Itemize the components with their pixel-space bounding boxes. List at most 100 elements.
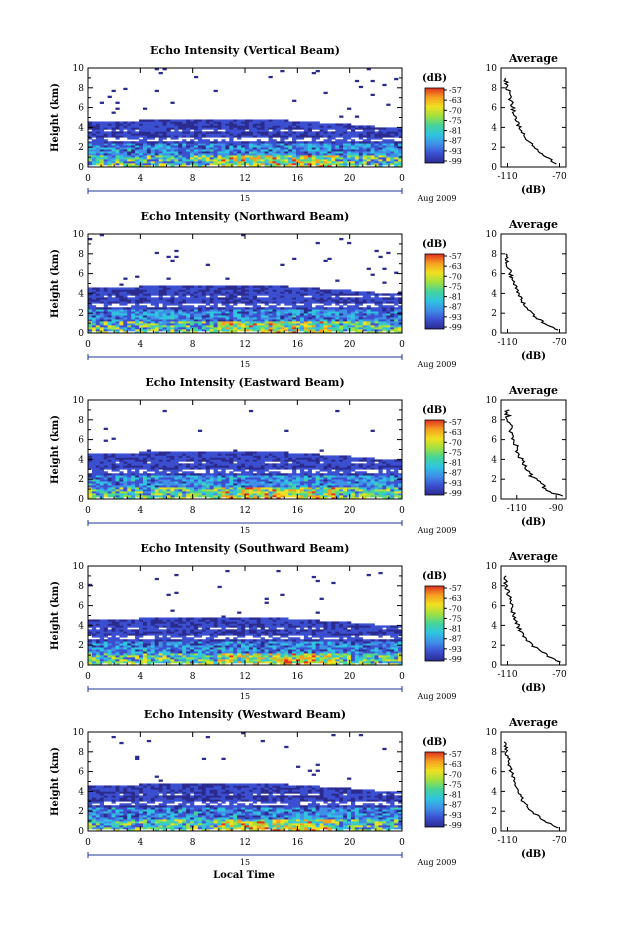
heatmap-cell [174,129,178,131]
date-label: Aug 2009 [417,360,457,369]
heatmap-cell [108,481,112,483]
heatmap-cell [182,471,186,473]
heatmap-cell [304,131,308,133]
heatmap-cell [312,311,316,313]
heatmap-cell [190,163,194,165]
heatmap-cell [139,321,143,323]
heatmap-cell [288,477,292,479]
heatmap-cell [288,455,292,457]
heatmap-cell [371,127,375,129]
heatmap-cell [257,151,261,153]
heatmap-cell [253,133,257,135]
heatmap-cell [324,147,328,149]
heatmap-cell [221,321,225,323]
heatmap-cell [339,317,343,319]
heatmap-cell [375,133,379,135]
heatmap-cell [265,125,269,127]
heatmap-cell [131,151,135,153]
heatmap-cell [300,493,304,495]
heatmap-cell [257,489,261,491]
heatmap-cell [127,155,131,157]
heatmap-cell [312,475,316,477]
heatmap-cell [190,299,194,301]
heatmap-cell [300,485,304,487]
heatmap-cell [280,451,284,453]
heatmap-cell [316,495,320,497]
y-tick-label: 2 [78,143,84,153]
heatmap-cell [272,143,276,145]
heatmap-cell [253,149,257,151]
heatmap-cell [320,149,324,151]
heatmap-cell [327,329,331,331]
heatmap-cell [96,463,100,465]
heatmap-cell [233,133,237,135]
heatmap-cell [218,125,222,127]
heatmap-cell [272,473,276,475]
heatmap-cell [206,309,210,311]
heatmap-cell [265,465,269,467]
heatmap-cell [115,123,119,125]
heatmap-cell [206,463,210,465]
heatmap-cell [272,141,276,143]
profile-x-tick-label: -70 [552,338,567,348]
heatmap-cell [253,153,257,155]
heatmap-cell [100,485,104,487]
heatmap-cell [210,297,214,299]
heatmap-cell [276,319,280,321]
heatmap-cell [182,459,186,461]
heatmap-cell [343,157,347,159]
heatmap-cell [119,293,123,295]
heatmap-cell [108,127,112,129]
heatmap-cell [135,133,139,135]
heatmap-cell [249,155,253,157]
heatmap-cell [194,465,198,467]
heatmap-cell [261,467,265,469]
heatmap-cell [272,163,276,165]
heatmap-cell [331,127,335,129]
heatmap-cell [112,153,116,155]
heatmap-cell [186,465,190,467]
heatmap-cell [335,163,339,165]
heatmap-cell [163,493,167,495]
heatmap-cell [390,321,394,323]
heatmap-cell [304,481,308,483]
heatmap-cell [225,307,229,309]
heatmap-cell [100,293,104,295]
heatmap-cell [163,145,167,147]
heatmap-cell [335,315,339,317]
heatmap-cell [347,311,351,313]
profile-title: Average [508,218,558,231]
heatmap-cell [363,329,367,331]
heatmap-cell [198,149,202,151]
heatmap-cell [280,139,284,141]
heatmap-cell [327,123,331,125]
heatmap-cell [312,317,316,319]
heatmap-cell [151,137,155,139]
heatmap-cell [147,157,151,159]
heatmap-cell [371,325,375,327]
heatmap-cell [218,287,222,289]
heatmap-cell [159,481,163,483]
heatmap-cell [186,149,190,151]
heatmap-cell [359,307,363,309]
heatmap-cell [135,311,139,313]
heatmap-cell [343,299,347,301]
heatmap-cell [359,297,363,299]
heatmap-cell [225,459,229,461]
heatmap-cell [359,155,363,157]
heatmap-cell [288,465,292,467]
heatmap-cell [100,467,104,469]
heatmap-cell [202,157,206,159]
heatmap-cell [300,489,304,491]
heatmap-cell [237,307,241,309]
heatmap-cell [198,307,202,309]
heatmap-cell [304,475,308,477]
heatmap-cell [131,159,135,161]
heatmap-cell [386,163,390,165]
heatmap-cell [143,483,147,485]
heatmap-cell [233,293,237,295]
heatmap-cell [363,131,367,133]
heatmap-cell [292,315,296,317]
heatmap-cell [186,141,190,143]
heatmap-cell [155,473,159,475]
